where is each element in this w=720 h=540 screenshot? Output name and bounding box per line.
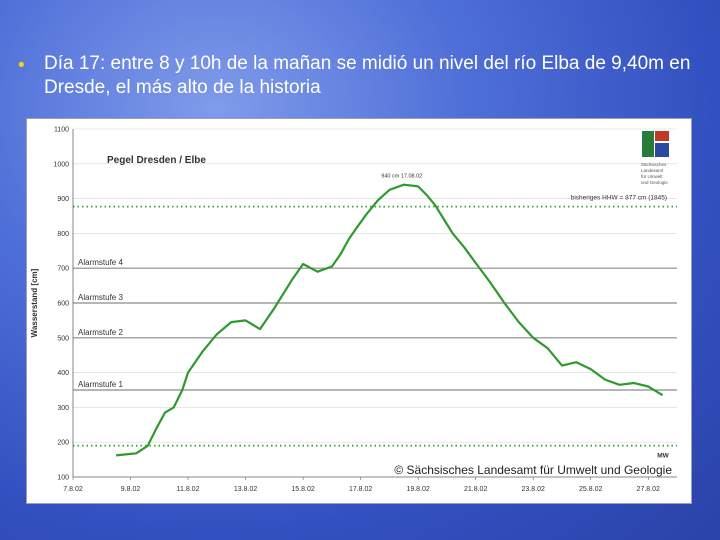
x-tick-label: 9.8.02 [121,486,141,493]
chart-title: Pegel Dresden / Elbe [107,155,206,166]
hhw-label: bisheriges HHW = 877 cm (1845) [571,195,667,202]
y-tick-label: 1000 [53,161,69,168]
x-tick-label: 15.8.02 [291,486,314,493]
alarm-label: Alarmstufe 2 [78,328,123,337]
alarm-label: Alarmstufe 3 [78,293,123,302]
peak-label: 940 cm 17.08.02 [381,174,422,180]
x-tick-label: 21.8.02 [464,486,487,493]
y-tick-label: 900 [57,196,69,203]
x-tick-label: 25.8.02 [579,486,602,493]
svg-text:für Umwelt: für Umwelt [641,174,663,179]
y-tick-label: 600 [57,301,69,308]
x-tick-label: 27.8.02 [637,486,660,493]
svg-text:Sächsisches: Sächsisches [641,162,667,167]
y-axis-label: Wasserstand [cm] [30,268,39,337]
x-tick-label: 13.8.02 [234,486,257,493]
y-tick-label: 500 [57,335,69,342]
x-tick-label: 17.8.02 [349,486,372,493]
bullet-icon: • [18,55,25,76]
mw-label: MW [657,453,669,460]
lfug-logo: Sächsisches Landesamt für Umwelt und Geo… [641,131,669,185]
y-tick-label: 300 [57,405,69,412]
x-tick-label: 7.8.02 [63,486,83,493]
alarm-label: Alarmstufe 1 [78,380,123,389]
copyright-label: © Sächsisches Landesamt für Umwelt und G… [394,463,672,477]
y-tick-label: 1100 [54,127,69,134]
x-tick-label: 11.8.02 [177,486,200,493]
svg-text:und Geologie: und Geologie [641,180,668,185]
chart-frame: 100 200 300 400 500 600 700 800 900 1000 1100 7.8.0… [26,118,692,504]
water-level-chart: 100 200 300 400 500 600 700 800 900 1000 1100 7.8.0… [27,119,691,503]
y-tick-label: 200 [57,440,69,447]
water-level-line [115,183,664,457]
y-tick-label: 100 [57,475,69,482]
x-tick-label: 23.8.02 [522,486,545,493]
y-tick-label: 800 [57,231,69,238]
slide-bullet-text: • Día 17: entre 8 y 10h de la mañan se m… [18,52,694,100]
y-tick-label: 700 [57,266,69,273]
bullet-text: Día 17: entre 8 y 10h de la mañan se mid… [44,53,691,98]
y-tick-label: 400 [57,370,69,377]
x-tick-label: 19.8.02 [406,486,429,493]
svg-text:Landesamt: Landesamt [641,168,664,173]
alarm-label: Alarmstufe 4 [78,258,123,267]
